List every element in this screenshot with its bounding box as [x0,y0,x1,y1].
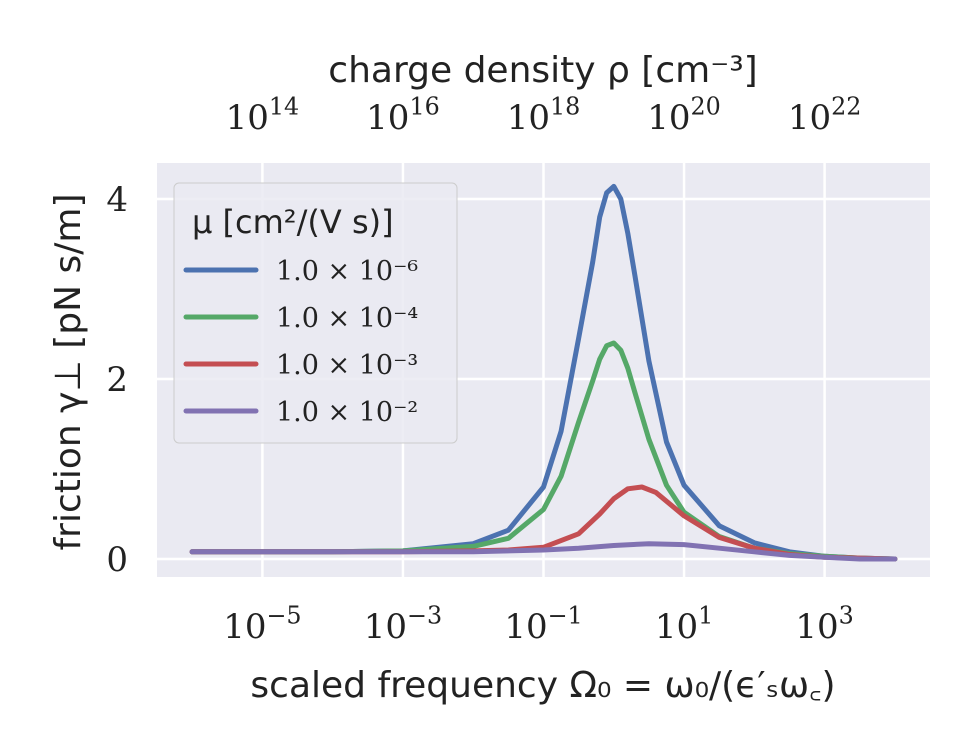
top-tick-label: 1022 [788,93,862,138]
legend-title: μ [cm²/(V s)] [192,203,394,241]
y-tick-label: 0 [106,540,128,580]
top-tick-label: 1018 [507,93,581,138]
legend-entries: 1.0 × 10⁻⁶ 1.0 × 10⁻⁴ 1.0 × 10⁻³ 1.0 × 10⁻² [183,256,418,428]
top-tick-label: 1014 [226,93,300,138]
axes-text: 10−5 10−3 10−1 101 103 1014 1016 1018 1020 1022 0 2… [48,50,861,706]
legend-label: 1.0 × 10⁻⁶ [276,256,418,287]
y-tick-label: 2 [106,360,128,400]
y-axis-label: friction γ⊥ [pN s/m] [48,193,89,550]
top-axis-label: charge density ρ [cm⁻³] [328,50,757,91]
x-axis-label: scaled frequency Ω₀ = ω₀/(ϵ′ₛω꜀) [250,665,835,706]
series-line [189,183,898,562]
legend-label: 1.0 × 10⁻³ [276,350,418,381]
x-tick-label: 103 [795,602,853,647]
legend: μ [cm²/(V s)] 1.0 × 10⁻⁶1.0 × 10⁻⁴1.0 × … [173,182,458,444]
top-tick-label: 1020 [647,93,721,138]
x-tick-label: 10−1 [504,602,582,647]
top-tick-label: 1016 [366,93,440,138]
legend-label: 1.0 × 10⁻² [276,397,418,428]
x-tick-label: 101 [655,602,713,647]
x-tick-label: 10−5 [223,602,301,647]
legend-label: 1.0 × 10⁻⁴ [276,303,418,334]
series-layer [189,183,898,562]
series-line [189,541,898,562]
y-tick-label: 4 [106,180,128,220]
x-tick-label: 10−3 [364,602,442,647]
legend-box [173,182,458,444]
